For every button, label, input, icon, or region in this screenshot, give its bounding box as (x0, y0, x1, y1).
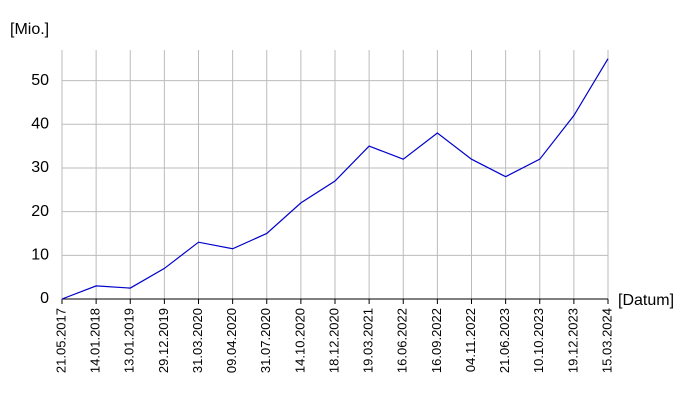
x-tick-label: 31.07.2020 (258, 308, 273, 373)
x-tick-label: 21.05.2017 (53, 308, 68, 373)
y-tick-label: 40 (31, 115, 49, 132)
x-tick-label: 19.12.2023 (565, 308, 580, 373)
x-tick-label: 18.12.2020 (326, 308, 341, 373)
y-tick-label: 30 (31, 159, 49, 176)
y-tick-label: 0 (40, 290, 49, 307)
y-tick-label: 50 (31, 72, 49, 89)
x-tick-label: 19.03.2021 (361, 308, 376, 373)
x-tick-label: 13.01.2019 (122, 308, 137, 373)
x-tick-label: 09.04.2020 (224, 308, 239, 373)
x-tick-label: 16.09.2022 (429, 308, 444, 373)
x-tick-label: 21.06.2023 (497, 308, 512, 373)
x-tick-label: 14.01.2018 (88, 308, 103, 373)
x-axis-label: [Datum] (618, 292, 674, 309)
x-tick-label: 16.06.2022 (395, 308, 410, 373)
y-tick-label: 20 (31, 203, 49, 220)
y-tick-label: 10 (31, 247, 49, 264)
x-tick-label: 31.03.2020 (190, 308, 205, 373)
x-tick-label: 29.12.2019 (156, 308, 171, 373)
y-axis-label: [Mio.] (10, 21, 49, 38)
x-tick-label: 04.11.2022 (463, 308, 478, 372)
x-tick-label: 10.10.2023 (531, 308, 546, 373)
x-tick-label: 15.03.2024 (599, 308, 614, 373)
line-series (61, 58, 609, 300)
x-tick-label: 14.10.2020 (292, 308, 307, 373)
